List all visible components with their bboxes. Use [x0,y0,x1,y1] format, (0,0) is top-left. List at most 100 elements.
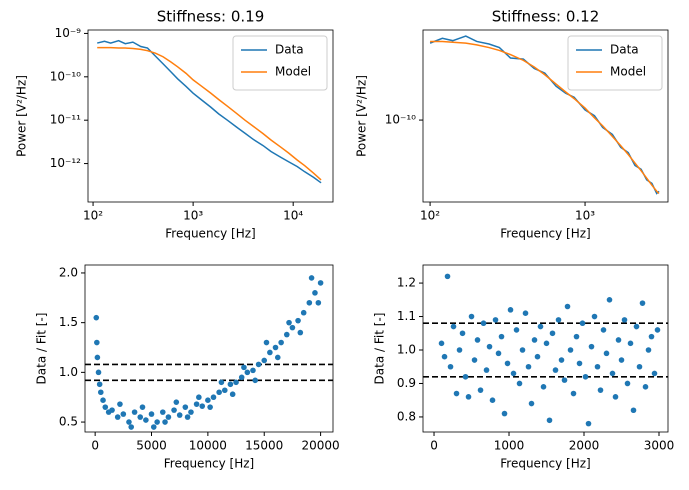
scatter-point [450,323,457,330]
scatter-point [552,367,559,373]
scatter-point [453,390,460,397]
scatter-point [492,317,499,323]
scatter-point [549,330,556,337]
y-tick-label: 1.0 [59,365,78,379]
y-axis-label: Data / Fit [-] [35,313,49,385]
scatter-point [612,394,619,400]
scatter-point [522,310,529,316]
scatter-point [582,373,589,380]
scatter-point [600,327,607,333]
scatter-point [95,369,102,376]
y-tick-label: 2.0 [59,265,78,279]
scatter-point [591,313,598,320]
chart-title: Stiffness: 0.12 [492,8,600,26]
y-tick-label: 10⁻¹⁰ [50,69,81,83]
scatter-point [627,340,634,347]
scatter-point [312,290,318,296]
scatter-point [480,320,487,327]
x-axis-label: Frequency [Hz] [164,457,255,471]
y-tick-label: 10⁻¹² [50,156,81,170]
x-tick-label: 0 [91,439,99,453]
scatter-point [139,404,146,410]
x-tick-label: 10000 [189,439,227,453]
scatter-point [555,317,562,323]
plot-area [97,39,322,184]
scatter-point [564,303,571,310]
scatter-point [184,414,191,420]
scatter-point [645,347,652,353]
scatter-point [218,379,225,386]
scatter-point [570,390,577,397]
scatter-point [624,380,631,387]
scatter-point [165,414,172,420]
scatter-point [498,333,505,340]
scatter-point [528,400,535,407]
legend: Data Model [232,35,328,91]
scatter-point [126,419,132,425]
scatter-point [504,360,511,367]
scatter-point [630,407,637,414]
y-tick-label: 1.0 [397,343,416,357]
scatter-point [537,323,544,330]
scatter-point [654,327,661,333]
scatter-point [444,273,451,280]
scatter-point [255,361,262,368]
x-tick-label: 10² [420,209,440,223]
scatter-point [272,344,279,351]
scatter-point [205,397,211,403]
panel: 0 5000 10000 15000 20000 0.5 1.0 1.5 2.0 Frequenc… [35,264,340,471]
y-tick-label: 1.5 [59,315,78,329]
axes-frame [422,29,669,203]
x-tick-label: 0 [430,439,438,453]
scatter-point [193,401,200,407]
scatter-point [267,349,273,356]
x-tick-label: 10³ [183,209,203,223]
axes-frame [87,29,334,203]
scatter-point [558,357,565,363]
scatter-point [263,339,270,346]
scatter-point [131,409,138,415]
scatter-point [531,337,538,343]
scatter-point [519,347,526,353]
scatter-point [615,337,622,343]
scatter-point [96,381,103,388]
scatter-point [196,394,202,401]
scatter-point [210,394,217,401]
scatter-point [93,314,100,321]
scatter-point [137,414,144,420]
axes-frame [84,264,334,433]
scatter-point [636,363,643,370]
scatter-point [244,369,251,376]
scatter-point [546,417,553,424]
scatter-point [261,357,268,364]
x-axis-label: Frequency [Hz] [165,227,256,241]
scatter-point [171,407,177,413]
plot-area [423,273,668,427]
scatter-point [289,324,296,331]
scatter-point [573,333,580,340]
scatter-point [465,394,472,400]
y-axis-label: Power [V²/Hz] [15,75,29,157]
y-tick-label: 1.1 [397,309,416,323]
scatter-point [609,370,616,377]
scatter-point [216,389,222,396]
scatter-point [576,360,583,367]
legend-label: Data [610,43,639,57]
scatter-point [182,404,189,410]
scatter-point [606,297,613,303]
x-tick-label: 3000 [644,439,675,453]
scatter-point [114,414,121,420]
legend-label: Data [275,43,304,57]
scatter-point [651,370,658,377]
scatter-point [459,330,466,337]
scatter-point [639,300,646,306]
panel: 10² 10³ 10⁻¹⁰ Stiffness: 0.12 Frequency [Hz]… [355,8,669,241]
scatter-point [474,337,481,343]
scatter-point [233,379,239,386]
scatter-point [513,327,520,333]
y-axis-label: Data / Fit [-] [373,313,387,385]
scatter-point [462,373,469,380]
scatter-point [477,387,484,393]
x-tick-label: 1000 [494,439,525,453]
x-tick-label: 15000 [245,439,283,453]
